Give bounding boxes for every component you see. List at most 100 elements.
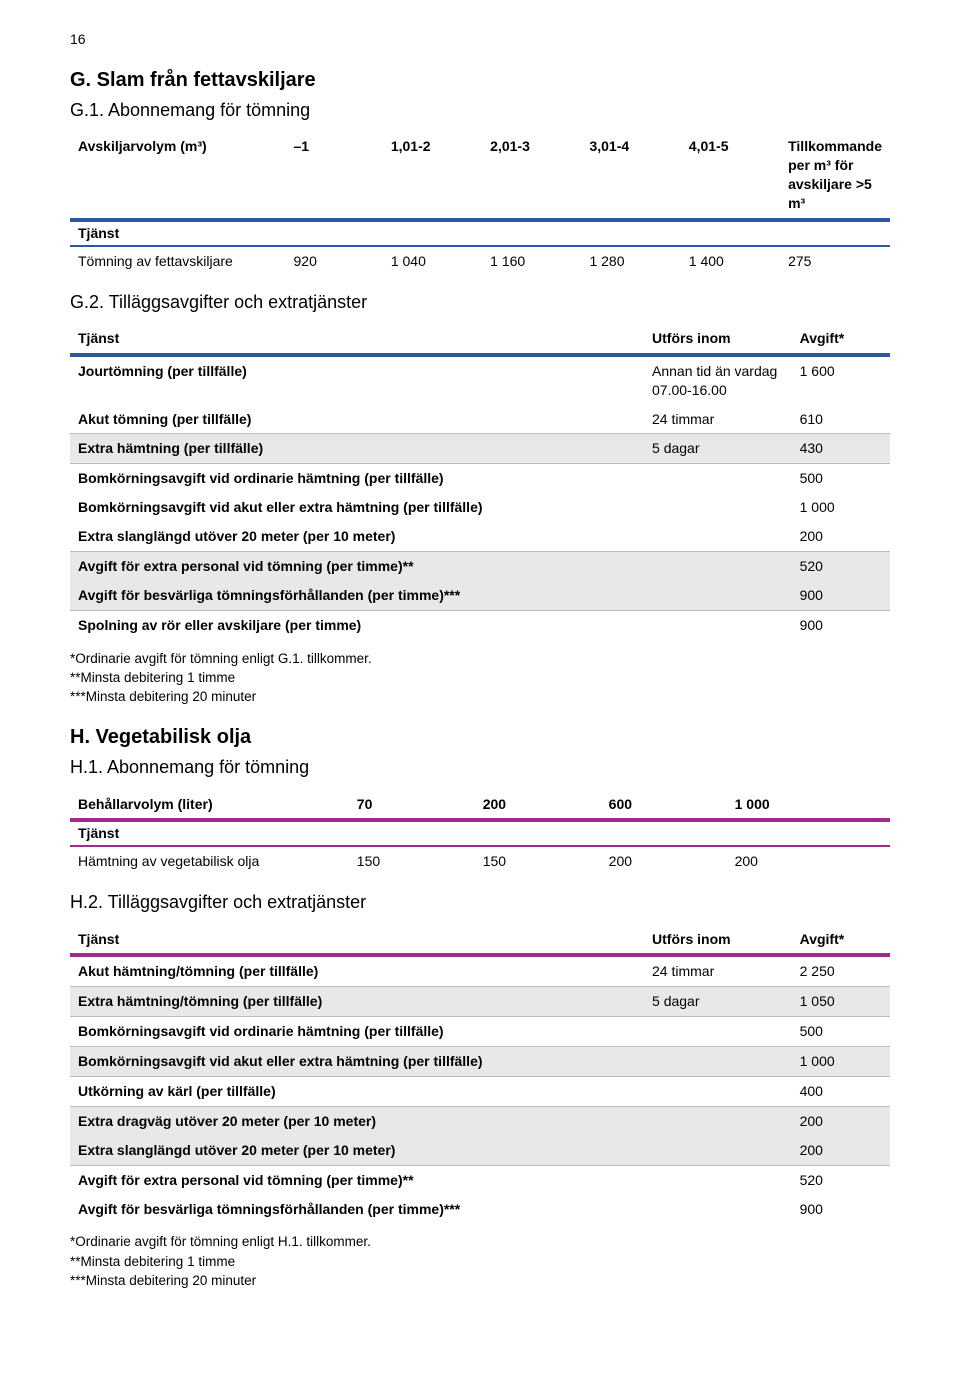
- h1-col-0: 70: [349, 790, 475, 821]
- table-row: Extra hämtning (per tillfälle)5 dagar430: [70, 434, 890, 464]
- table-row: Akut hämtning/tömning (per tillfälle)24 …: [70, 955, 890, 986]
- row-avgift: 520: [792, 551, 890, 580]
- row-utfors: [644, 1077, 792, 1107]
- row-utfors: [644, 1165, 792, 1194]
- g1-col-5: Tillkommande per m³ för avskiljare >5 m³: [780, 132, 890, 220]
- h1-val-2: 200: [601, 846, 727, 876]
- row-utfors: [644, 581, 792, 610]
- row-avgift: 520: [792, 1165, 890, 1194]
- h2-table: Tjänst Utförs inom Avgift* Akut hämtning…: [70, 925, 890, 1224]
- row-utfors: 5 dagar: [644, 987, 792, 1017]
- row-avgift: 500: [792, 464, 890, 493]
- row-utfors: 24 timmar: [644, 955, 792, 986]
- g2-table: Tjänst Utförs inom Avgift* Jourtömning (…: [70, 324, 890, 640]
- row-label: Bomkörningsavgift vid akut eller extra h…: [70, 1047, 644, 1077]
- h2-head-c2: Utförs inom: [644, 925, 792, 956]
- row-utfors: 24 timmar: [644, 405, 792, 434]
- g1-row-label: Tömning av fettavskiljare: [70, 246, 286, 276]
- g2-head-c3: Avgift*: [792, 324, 890, 355]
- g1-table: Avskiljarvolym (m³) –1 1,01-2 2,01-3 3,0…: [70, 132, 890, 275]
- row-avgift: 400: [792, 1077, 890, 1107]
- row-label: Extra hämtning (per tillfälle): [70, 434, 644, 464]
- row-avgift: 610: [792, 405, 890, 434]
- g-footnotes: *Ordinarie avgift för tömning enligt G.1…: [70, 650, 890, 707]
- row-utfors: [644, 464, 792, 493]
- row-label: Spolning av rör eller avskiljare (per ti…: [70, 610, 644, 639]
- g1-val-0: 920: [286, 246, 383, 276]
- table-row: Bomkörningsavgift vid akut eller extra h…: [70, 493, 890, 522]
- row-avgift: 500: [792, 1017, 890, 1047]
- row-avgift: 900: [792, 581, 890, 610]
- row-utfors: [644, 1106, 792, 1135]
- g1-tjanst-label: Tjänst: [70, 220, 890, 246]
- table-row: Avgift för besvärliga tömningsförhålland…: [70, 581, 890, 610]
- h2-head-c1: Tjänst: [70, 925, 644, 956]
- table-row: Spolning av rör eller avskiljare (per ti…: [70, 610, 890, 639]
- table-row: Avgift för extra personal vid tömning (p…: [70, 1165, 890, 1194]
- section-g-title: G. Slam från fettavskiljare: [70, 67, 890, 94]
- table-row: Extra dragväg utöver 20 meter (per 10 me…: [70, 1106, 890, 1135]
- g-fn-2: ***Minsta debitering 20 minuter: [70, 688, 890, 706]
- h-fn-1: **Minsta debitering 1 timme: [70, 1253, 890, 1271]
- row-utfors: [644, 1195, 792, 1224]
- h1-table: Behållarvolym (liter) 70 200 600 1 000 T…: [70, 790, 890, 877]
- row-utfors: [644, 1017, 792, 1047]
- row-avgift: 200: [792, 522, 890, 551]
- h1-val-0: 150: [349, 846, 475, 876]
- row-avgift: 430: [792, 434, 890, 464]
- row-utfors: [644, 522, 792, 551]
- row-utfors: [644, 1047, 792, 1077]
- g1-val-1: 1 040: [383, 246, 482, 276]
- h1-head-label: Behållarvolym (liter): [70, 790, 349, 821]
- h1-col-2: 600: [601, 790, 727, 821]
- g1-val-4: 1 400: [681, 246, 780, 276]
- table-row: Avgift för extra personal vid tömning (p…: [70, 551, 890, 580]
- row-label: Extra hämtning/tömning (per tillfälle): [70, 987, 644, 1017]
- row-utfors: [644, 551, 792, 580]
- row-label: Extra dragväg utöver 20 meter (per 10 me…: [70, 1106, 644, 1135]
- row-avgift: 1 000: [792, 1047, 890, 1077]
- row-label: Utkörning av kärl (per tillfälle): [70, 1077, 644, 1107]
- table-row: Bomkörningsavgift vid ordinarie hämtning…: [70, 464, 890, 493]
- row-utfors: 5 dagar: [644, 434, 792, 464]
- row-label: Akut hämtning/tömning (per tillfälle): [70, 955, 644, 986]
- table-row: Extra hämtning/tömning (per tillfälle)5 …: [70, 987, 890, 1017]
- table-row: Jourtömning (per tillfälle)Annan tid än …: [70, 355, 890, 405]
- row-avgift: 1 600: [792, 355, 890, 405]
- row-avgift: 200: [792, 1136, 890, 1165]
- row-label: Jourtömning (per tillfälle): [70, 355, 644, 405]
- g1-head-label: Avskiljarvolym (m³): [70, 132, 286, 220]
- row-label: Avgift för besvärliga tömningsförhålland…: [70, 1195, 644, 1224]
- row-label: Extra slanglängd utöver 20 meter (per 10…: [70, 1136, 644, 1165]
- row-avgift: 200: [792, 1106, 890, 1135]
- row-avgift: 900: [792, 1195, 890, 1224]
- h1-title: H.1. Abonnemang för tömning: [70, 755, 890, 779]
- row-utfors: [644, 610, 792, 639]
- row-label: Avgift för extra personal vid tömning (p…: [70, 551, 644, 580]
- table-row: Extra slanglängd utöver 20 meter (per 10…: [70, 1136, 890, 1165]
- g1-col-1: 1,01-2: [383, 132, 482, 220]
- table-row: Bomkörningsavgift vid akut eller extra h…: [70, 1047, 890, 1077]
- row-label: Avgift för extra personal vid tömning (p…: [70, 1165, 644, 1194]
- h-footnotes: *Ordinarie avgift för tömning enligt H.1…: [70, 1233, 890, 1290]
- g1-col-4: 4,01-5: [681, 132, 780, 220]
- g-fn-0: *Ordinarie avgift för tömning enligt G.1…: [70, 650, 890, 668]
- row-avgift: 1 050: [792, 987, 890, 1017]
- row-utfors: [644, 1136, 792, 1165]
- table-row: Akut tömning (per tillfälle)24 timmar610: [70, 405, 890, 434]
- page-number: 16: [70, 30, 890, 49]
- h-fn-0: *Ordinarie avgift för tömning enligt H.1…: [70, 1233, 890, 1251]
- row-avgift: 900: [792, 610, 890, 639]
- h1-val-1: 150: [475, 846, 601, 876]
- table-row: Avgift för besvärliga tömningsförhålland…: [70, 1195, 890, 1224]
- g1-col-0: –1: [286, 132, 383, 220]
- g1-title: G.1. Abonnemang för tömning: [70, 98, 890, 122]
- row-label: Bomkörningsavgift vid ordinarie hämtning…: [70, 464, 644, 493]
- row-utfors: [644, 493, 792, 522]
- h1-val-3: 200: [727, 846, 890, 876]
- h1-tjanst-label: Tjänst: [70, 820, 890, 846]
- g2-head-c1: Tjänst: [70, 324, 644, 355]
- section-h-title: H. Vegetabilisk olja: [70, 724, 890, 751]
- h2-title: H.2. Tilläggsavgifter och extratjänster: [70, 890, 890, 914]
- g-fn-1: **Minsta debitering 1 timme: [70, 669, 890, 687]
